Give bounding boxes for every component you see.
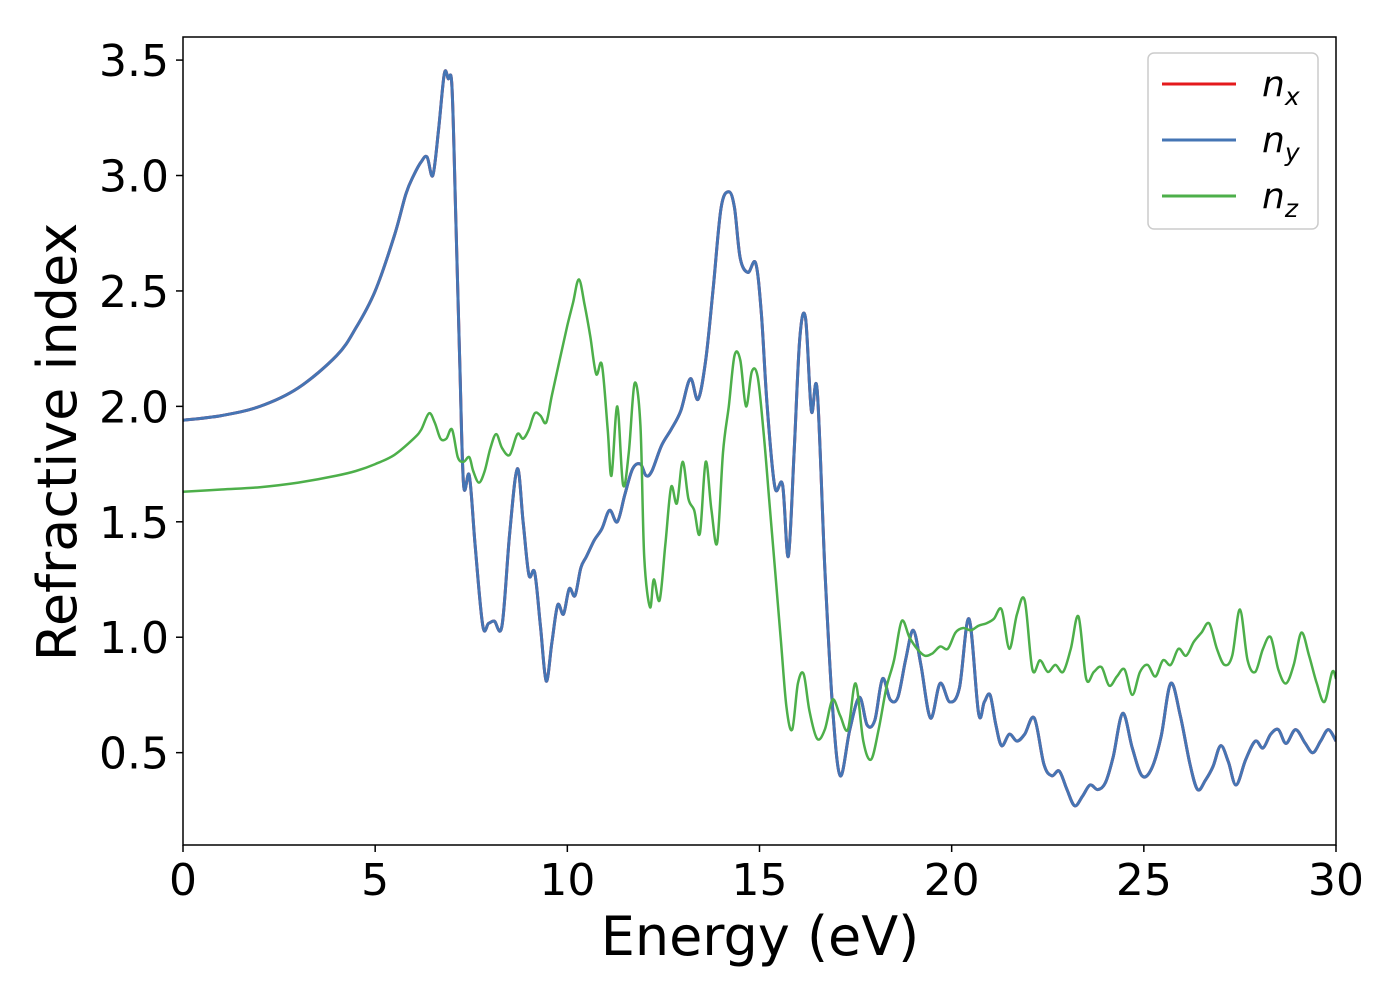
legend-entry: nx xyxy=(1262,64,1300,111)
y-axis-ticks: 0.5 1.0 1.5 2.0 2.5 3.0 3.5 xyxy=(99,36,183,780)
x-tick-label: 10 xyxy=(539,855,595,906)
x-tick-label: 15 xyxy=(732,855,788,906)
y-tick-label: 3.0 xyxy=(99,152,169,203)
x-axis-ticks: 0 5 10 15 20 25 30 xyxy=(169,845,1364,906)
y-tick-label: 1.0 xyxy=(99,613,169,664)
series-line-nz xyxy=(183,278,1336,762)
legend: nx ny nz xyxy=(1147,52,1319,230)
series-line-ny xyxy=(183,69,1336,808)
y-tick-label: 3.5 xyxy=(99,36,169,87)
x-tick-label: 0 xyxy=(169,855,197,906)
legend-entry: ny xyxy=(1262,120,1301,167)
y-tick-label: 0.5 xyxy=(99,729,169,780)
x-tick-label: 20 xyxy=(924,855,980,906)
y-tick-label: 1.5 xyxy=(99,498,169,549)
x-axis-label: Energy (eV) xyxy=(601,905,920,968)
x-tick-label: 5 xyxy=(361,855,389,906)
y-axis-label: Refractive index xyxy=(26,223,89,662)
legend-entry: nz xyxy=(1262,176,1299,223)
plot-frame xyxy=(182,36,1337,846)
plot-area xyxy=(183,69,1336,808)
x-tick-label: 25 xyxy=(1116,855,1172,906)
y-tick-label: 2.0 xyxy=(99,382,169,433)
y-tick-label: 2.5 xyxy=(99,267,169,318)
x-tick-label: 30 xyxy=(1308,855,1364,906)
